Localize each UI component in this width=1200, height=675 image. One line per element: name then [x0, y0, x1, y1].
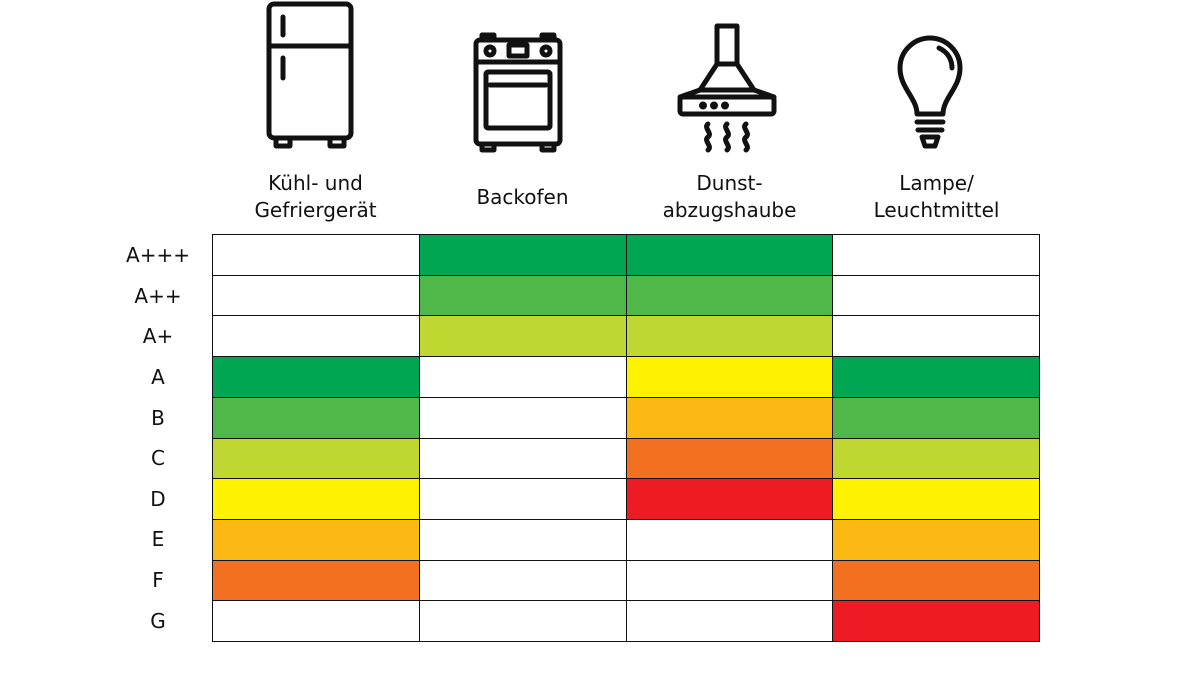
energy-class-grid [212, 234, 1040, 642]
grid-cell-r0-c2 [626, 235, 834, 276]
grid-cell-r4-c2 [626, 397, 834, 439]
grid-cell-r9-c3 [833, 601, 1040, 642]
grid-cell-r9-c1 [419, 601, 627, 642]
grid-cell-r1-c2 [626, 275, 834, 317]
grid-cell-r1-c1 [419, 275, 627, 317]
column-label-range-hood: Dunst- abzugshaube [662, 171, 797, 222]
grid-cell-r5-c3 [833, 438, 1040, 480]
grid-cell-r7-c0 [213, 519, 420, 561]
grid-cell-r4-c1 [419, 397, 627, 439]
grid-cell-r5-c1 [419, 438, 627, 480]
grid-cell-r3-c2 [626, 357, 834, 398]
grid-cell-r5-c2 [626, 438, 834, 480]
grid-cell-r6-c0 [213, 479, 420, 520]
grid-cell-r8-c0 [213, 560, 420, 602]
row-label-a-plus-3: A+++ [126, 243, 190, 268]
grid-cell-r8-c2 [626, 560, 834, 602]
row-label-g: G [150, 608, 166, 633]
grid-cell-r0-c0 [213, 235, 420, 276]
row-label-c: C [151, 446, 165, 471]
grid-cell-r9-c2 [626, 601, 834, 642]
grid-cell-r4-c0 [213, 397, 420, 439]
column-label-fridge: Kühl- und Gefriergerät [254, 171, 377, 222]
grid-cell-r5-c0 [213, 438, 420, 480]
row-label-e: E [151, 527, 165, 552]
grid-cell-r6-c2 [626, 479, 834, 520]
grid-cell-r2-c2 [626, 316, 834, 358]
row-label-f: F [152, 568, 164, 593]
range-hood-icon [672, 0, 782, 160]
row-label-b: B [151, 405, 165, 430]
row-label-d: D [150, 486, 166, 511]
column-label-lamp: Lampe/ Leuchtmittel [873, 171, 1000, 222]
grid-cell-r3-c0 [213, 357, 420, 398]
grid-cell-r8-c3 [833, 560, 1040, 602]
grid-cell-r9-c0 [213, 601, 420, 642]
grid-cell-r1-c0 [213, 275, 420, 317]
grid-cell-r2-c1 [419, 316, 627, 358]
row-label-a-plus: A+ [142, 324, 174, 349]
grid-cell-r2-c0 [213, 316, 420, 358]
grid-cell-r0-c3 [833, 235, 1040, 276]
row-label-a: A [151, 365, 165, 390]
grid-cell-r6-c3 [833, 479, 1040, 520]
row-label-a-plus-2: A++ [134, 283, 182, 308]
grid-cell-r7-c3 [833, 519, 1040, 561]
oven-icon [468, 0, 568, 160]
grid-cell-r7-c2 [626, 519, 834, 561]
grid-cell-r7-c1 [419, 519, 627, 561]
grid-cell-r1-c3 [833, 275, 1040, 317]
grid-cell-r2-c3 [833, 316, 1040, 358]
fridge-icon [262, 0, 358, 160]
light-bulb-icon [890, 0, 970, 160]
grid-cell-r3-c3 [833, 357, 1040, 398]
column-label-oven: Backofen [476, 184, 569, 209]
grid-cell-r0-c1 [419, 235, 627, 276]
grid-cell-r3-c1 [419, 357, 627, 398]
grid-cell-r6-c1 [419, 479, 627, 520]
grid-cell-r8-c1 [419, 560, 627, 602]
grid-cell-r4-c3 [833, 397, 1040, 439]
